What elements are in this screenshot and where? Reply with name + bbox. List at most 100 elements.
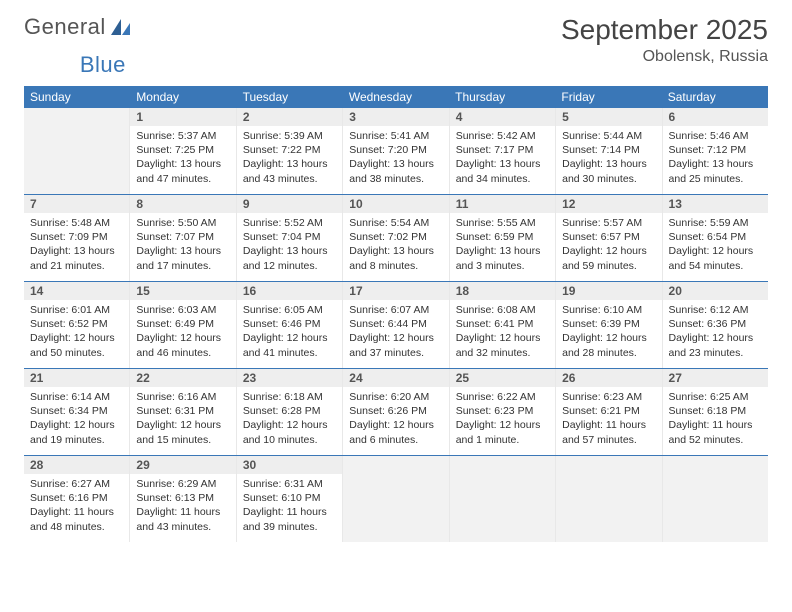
sunset-text: Sunset: 7:09 PM xyxy=(30,230,123,244)
sun-info: Sunrise: 6:14 AMSunset: 6:34 PMDaylight:… xyxy=(24,387,129,453)
day-cell: 14Sunrise: 6:01 AMSunset: 6:52 PMDayligh… xyxy=(24,282,130,368)
daylight-text: Daylight: 12 hours and 10 minutes. xyxy=(243,418,336,446)
sun-info: Sunrise: 5:37 AMSunset: 7:25 PMDaylight:… xyxy=(130,126,235,192)
day-cell: 22Sunrise: 6:16 AMSunset: 6:31 PMDayligh… xyxy=(130,369,236,455)
sunrise-text: Sunrise: 6:27 AM xyxy=(30,477,123,491)
daylight-text: Daylight: 12 hours and 46 minutes. xyxy=(136,331,229,359)
day-cell: 12Sunrise: 5:57 AMSunset: 6:57 PMDayligh… xyxy=(556,195,662,281)
sunrise-text: Sunrise: 5:52 AM xyxy=(243,216,336,230)
daylight-text: Daylight: 12 hours and 15 minutes. xyxy=(136,418,229,446)
sunset-text: Sunset: 6:44 PM xyxy=(349,317,442,331)
sun-info: Sunrise: 6:10 AMSunset: 6:39 PMDaylight:… xyxy=(556,300,661,366)
day-number: 6 xyxy=(663,108,768,126)
sunset-text: Sunset: 7:14 PM xyxy=(562,143,655,157)
sunrise-text: Sunrise: 5:48 AM xyxy=(30,216,123,230)
sun-info: Sunrise: 5:50 AMSunset: 7:07 PMDaylight:… xyxy=(130,213,235,279)
sunset-text: Sunset: 6:52 PM xyxy=(30,317,123,331)
daylight-text: Daylight: 11 hours and 57 minutes. xyxy=(562,418,655,446)
daylight-text: Daylight: 13 hours and 47 minutes. xyxy=(136,157,229,185)
daylight-text: Daylight: 13 hours and 38 minutes. xyxy=(349,157,442,185)
sun-info: Sunrise: 5:46 AMSunset: 7:12 PMDaylight:… xyxy=(663,126,768,192)
day-number: 28 xyxy=(24,456,129,474)
sunset-text: Sunset: 6:41 PM xyxy=(456,317,549,331)
empty-cell xyxy=(450,456,556,542)
day-number: 2 xyxy=(237,108,342,126)
day-cell: 1Sunrise: 5:37 AMSunset: 7:25 PMDaylight… xyxy=(130,108,236,194)
sunset-text: Sunset: 7:02 PM xyxy=(349,230,442,244)
empty-cell xyxy=(556,456,662,542)
sun-info: Sunrise: 6:12 AMSunset: 6:36 PMDaylight:… xyxy=(663,300,768,366)
daylight-text: Daylight: 13 hours and 17 minutes. xyxy=(136,244,229,272)
weekday-header-row: SundayMondayTuesdayWednesdayThursdayFrid… xyxy=(24,86,768,108)
day-number: 10 xyxy=(343,195,448,213)
sunrise-text: Sunrise: 6:05 AM xyxy=(243,303,336,317)
sunset-text: Sunset: 7:12 PM xyxy=(669,143,762,157)
sun-info: Sunrise: 5:57 AMSunset: 6:57 PMDaylight:… xyxy=(556,213,661,279)
sun-info: Sunrise: 6:01 AMSunset: 6:52 PMDaylight:… xyxy=(24,300,129,366)
sunset-text: Sunset: 7:20 PM xyxy=(349,143,442,157)
sunset-text: Sunset: 7:04 PM xyxy=(243,230,336,244)
sunrise-text: Sunrise: 6:25 AM xyxy=(669,390,762,404)
sunrise-text: Sunrise: 6:07 AM xyxy=(349,303,442,317)
sunrise-text: Sunrise: 5:57 AM xyxy=(562,216,655,230)
day-cell: 11Sunrise: 5:55 AMSunset: 6:59 PMDayligh… xyxy=(450,195,556,281)
day-number: 23 xyxy=(237,369,342,387)
day-number: 3 xyxy=(343,108,448,126)
daylight-text: Daylight: 13 hours and 3 minutes. xyxy=(456,244,549,272)
sunrise-text: Sunrise: 5:54 AM xyxy=(349,216,442,230)
day-cell: 17Sunrise: 6:07 AMSunset: 6:44 PMDayligh… xyxy=(343,282,449,368)
day-cell: 13Sunrise: 5:59 AMSunset: 6:54 PMDayligh… xyxy=(663,195,768,281)
sun-info: Sunrise: 6:03 AMSunset: 6:49 PMDaylight:… xyxy=(130,300,235,366)
daylight-text: Daylight: 12 hours and 28 minutes. xyxy=(562,331,655,359)
sunrise-text: Sunrise: 5:42 AM xyxy=(456,129,549,143)
sun-info: Sunrise: 5:42 AMSunset: 7:17 PMDaylight:… xyxy=(450,126,555,192)
sunrise-text: Sunrise: 6:03 AM xyxy=(136,303,229,317)
weekday-label: Monday xyxy=(130,86,236,108)
daylight-text: Daylight: 13 hours and 43 minutes. xyxy=(243,157,336,185)
daylight-text: Daylight: 12 hours and 50 minutes. xyxy=(30,331,123,359)
daylight-text: Daylight: 13 hours and 8 minutes. xyxy=(349,244,442,272)
daylight-text: Daylight: 11 hours and 52 minutes. xyxy=(669,418,762,446)
logo-text-2: Blue xyxy=(80,52,126,78)
daylight-text: Daylight: 13 hours and 12 minutes. xyxy=(243,244,336,272)
sunrise-text: Sunrise: 6:22 AM xyxy=(456,390,549,404)
sunset-text: Sunset: 7:22 PM xyxy=(243,143,336,157)
sunrise-text: Sunrise: 6:31 AM xyxy=(243,477,336,491)
daylight-text: Daylight: 13 hours and 30 minutes. xyxy=(562,157,655,185)
sunset-text: Sunset: 6:21 PM xyxy=(562,404,655,418)
sunrise-text: Sunrise: 5:50 AM xyxy=(136,216,229,230)
day-cell: 18Sunrise: 6:08 AMSunset: 6:41 PMDayligh… xyxy=(450,282,556,368)
day-cell: 9Sunrise: 5:52 AMSunset: 7:04 PMDaylight… xyxy=(237,195,343,281)
day-number: 22 xyxy=(130,369,235,387)
sun-info: Sunrise: 6:16 AMSunset: 6:31 PMDaylight:… xyxy=(130,387,235,453)
empty-cell xyxy=(343,456,449,542)
sun-info: Sunrise: 5:54 AMSunset: 7:02 PMDaylight:… xyxy=(343,213,448,279)
daylight-text: Daylight: 12 hours and 23 minutes. xyxy=(669,331,762,359)
weekday-label: Saturday xyxy=(662,86,768,108)
daylight-text: Daylight: 12 hours and 32 minutes. xyxy=(456,331,549,359)
day-number: 15 xyxy=(130,282,235,300)
logo-text-1: General xyxy=(24,14,106,40)
day-number: 4 xyxy=(450,108,555,126)
daylight-text: Daylight: 13 hours and 21 minutes. xyxy=(30,244,123,272)
day-cell: 5Sunrise: 5:44 AMSunset: 7:14 PMDaylight… xyxy=(556,108,662,194)
sun-info: Sunrise: 5:55 AMSunset: 6:59 PMDaylight:… xyxy=(450,213,555,279)
day-cell: 23Sunrise: 6:18 AMSunset: 6:28 PMDayligh… xyxy=(237,369,343,455)
sun-info: Sunrise: 6:29 AMSunset: 6:13 PMDaylight:… xyxy=(130,474,235,540)
sunset-text: Sunset: 6:16 PM xyxy=(30,491,123,505)
day-number: 17 xyxy=(343,282,448,300)
title-block: September 2025 Obolensk, Russia xyxy=(561,14,768,66)
daylight-text: Daylight: 13 hours and 34 minutes. xyxy=(456,157,549,185)
weekday-label: Tuesday xyxy=(237,86,343,108)
sunset-text: Sunset: 6:18 PM xyxy=(669,404,762,418)
sunrise-text: Sunrise: 6:14 AM xyxy=(30,390,123,404)
day-cell: 27Sunrise: 6:25 AMSunset: 6:18 PMDayligh… xyxy=(663,369,768,455)
daylight-text: Daylight: 11 hours and 39 minutes. xyxy=(243,505,336,533)
day-number: 26 xyxy=(556,369,661,387)
daylight-text: Daylight: 12 hours and 19 minutes. xyxy=(30,418,123,446)
sun-info: Sunrise: 5:44 AMSunset: 7:14 PMDaylight:… xyxy=(556,126,661,192)
day-number: 24 xyxy=(343,369,448,387)
sun-info: Sunrise: 6:31 AMSunset: 6:10 PMDaylight:… xyxy=(237,474,342,540)
sunset-text: Sunset: 6:28 PM xyxy=(243,404,336,418)
day-cell: 29Sunrise: 6:29 AMSunset: 6:13 PMDayligh… xyxy=(130,456,236,542)
